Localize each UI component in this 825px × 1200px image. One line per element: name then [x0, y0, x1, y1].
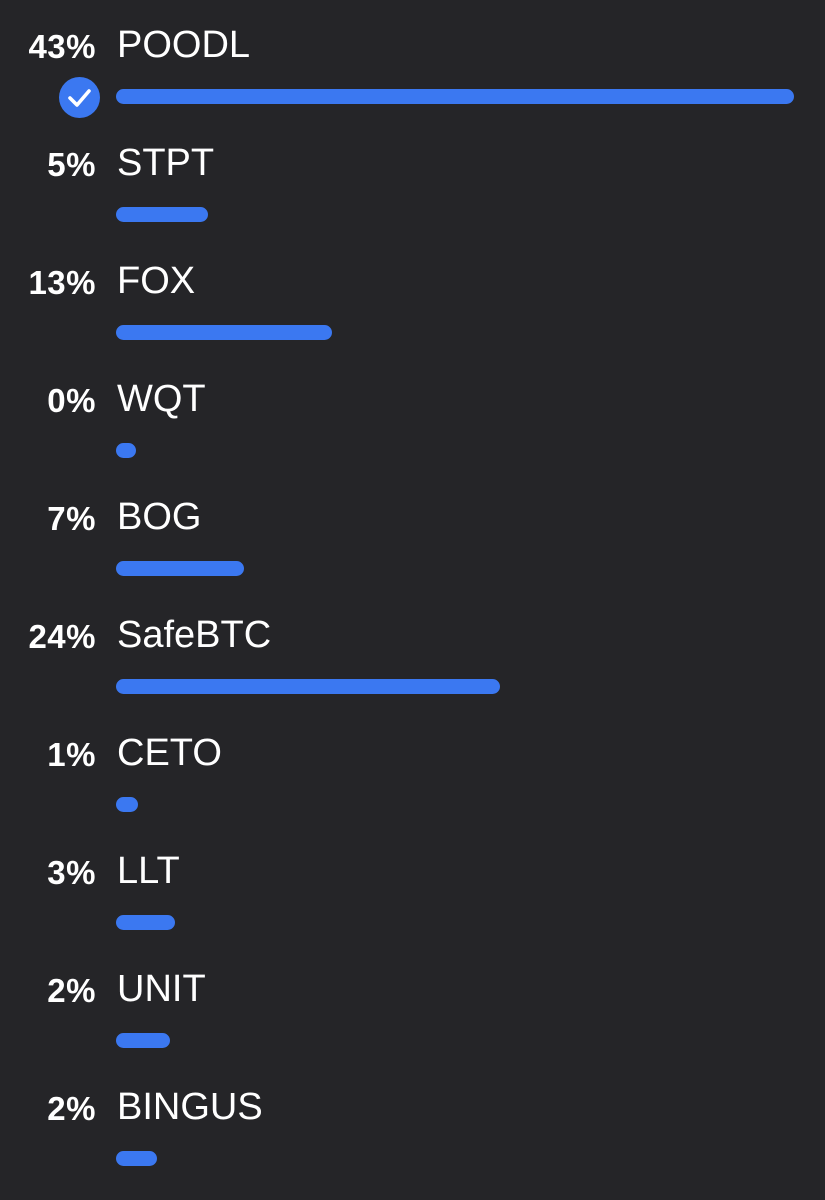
option-label: BOG	[117, 496, 202, 538]
option-percent: 13%	[28, 264, 96, 301]
option-label: LLT	[117, 850, 180, 892]
option-percent: 7%	[47, 500, 96, 537]
option-bar-track	[116, 561, 794, 576]
option-bar-track	[116, 679, 794, 694]
option-bar	[116, 89, 794, 104]
option-percent: 2%	[47, 1090, 96, 1127]
option-label: UNIT	[117, 968, 206, 1010]
poll-option-unit: 2% UNIT	[0, 944, 825, 1062]
poll-option-ceto: 1% CETO	[0, 708, 825, 826]
option-label: FOX	[117, 260, 196, 302]
poll-option-llt: 3% LLT	[0, 826, 825, 944]
option-bar-track	[116, 915, 794, 930]
option-label: STPT	[117, 142, 215, 184]
poll-option-bog: 7% BOG	[0, 472, 825, 590]
option-bar	[116, 325, 332, 340]
option-percent: 5%	[47, 146, 96, 183]
option-percent: 24%	[28, 618, 96, 655]
option-bar	[116, 1151, 157, 1166]
option-percent: 2%	[47, 972, 96, 1009]
option-label: POODL	[117, 24, 251, 66]
option-bar	[116, 915, 175, 930]
option-bar	[116, 561, 244, 576]
option-bar-track	[116, 207, 794, 222]
option-label: BINGUS	[117, 1086, 263, 1128]
poll-option-safebtc: 24% SafeBTC	[0, 590, 825, 708]
checkmark-circle-icon	[59, 77, 100, 118]
poll-option-stpt: 5% STPT	[0, 118, 825, 236]
option-bar	[116, 679, 500, 694]
option-bar-track	[116, 325, 794, 340]
option-percent: 43%	[28, 28, 96, 65]
option-label: CETO	[117, 732, 222, 774]
option-percent: 1%	[47, 736, 96, 773]
option-bar-track	[116, 443, 794, 458]
poll-option-poodl: 43% POODL	[0, 0, 825, 118]
option-bar-track	[116, 89, 794, 104]
option-bar	[116, 797, 138, 812]
option-bar-track	[116, 1033, 794, 1048]
option-label: SafeBTC	[117, 614, 272, 656]
poll-option-wqt: 0% WQT	[0, 354, 825, 472]
option-label: WQT	[117, 378, 206, 420]
option-bar-track	[116, 797, 794, 812]
option-bar-track	[116, 1151, 794, 1166]
poll-option-bingus: 2% BINGUS	[0, 1062, 825, 1180]
option-percent: 0%	[47, 382, 96, 419]
option-bar	[116, 1033, 170, 1048]
poll-option-fox: 13% FOX	[0, 236, 825, 354]
option-percent: 3%	[47, 854, 96, 891]
option-bar	[116, 207, 208, 222]
option-bar	[116, 443, 136, 458]
